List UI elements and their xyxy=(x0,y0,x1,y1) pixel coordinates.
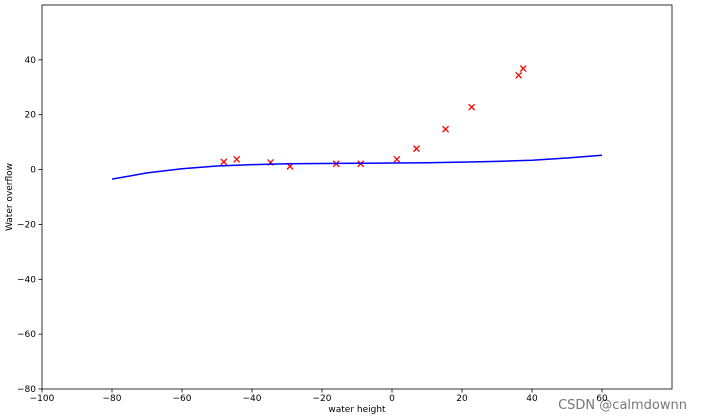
y-tick-label: 40 xyxy=(25,56,37,66)
data-point xyxy=(519,65,527,72)
y-tick-label: −80 xyxy=(17,385,36,395)
data-point xyxy=(233,155,241,163)
x-tick-label: −20 xyxy=(313,394,332,404)
x-tick-label: 60 xyxy=(596,394,608,404)
y-axis-label: Water overflow xyxy=(5,163,15,231)
plot-frame xyxy=(41,4,673,390)
x-tick-label: −60 xyxy=(173,394,192,404)
x-tick-label: −100 xyxy=(30,394,55,404)
y-tick-label: −40 xyxy=(17,275,36,285)
x-tick-label: 0 xyxy=(389,394,395,404)
x-tick-label: −40 xyxy=(243,394,262,404)
fit-line xyxy=(111,154,603,180)
x-tick-label: 20 xyxy=(456,394,468,404)
x-tick-label: 40 xyxy=(526,394,538,404)
watermark: CSDN @calmdownn xyxy=(558,398,687,413)
y-tick-label: −60 xyxy=(17,330,36,340)
data-point xyxy=(515,71,523,79)
data-point xyxy=(393,155,401,163)
data-point xyxy=(413,145,420,153)
x-axis-label: water height xyxy=(328,405,386,415)
y-tick-label: −20 xyxy=(17,220,36,230)
data-point xyxy=(442,125,450,133)
y-tick-label: 20 xyxy=(25,111,37,121)
data-point xyxy=(468,103,476,111)
data-point xyxy=(220,158,228,166)
x-tick-label: −80 xyxy=(103,394,122,404)
y-tick-label: 0 xyxy=(30,166,36,176)
